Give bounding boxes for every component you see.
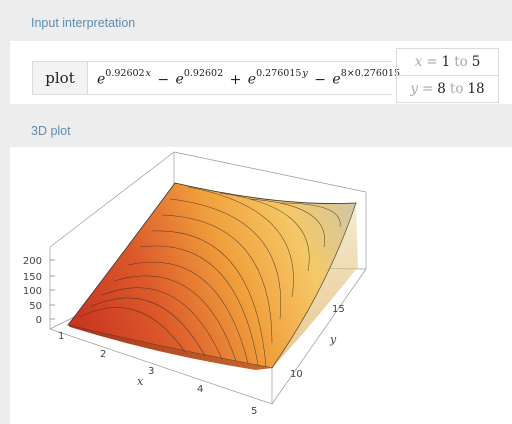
x-range-var: x [414, 54, 423, 70]
y-range-to-word: to [449, 81, 464, 97]
bounding-box-front [49, 268, 367, 405]
x-tick-1: 1 [58, 331, 64, 342]
y-range-from: 8 [437, 81, 446, 97]
surface-front-wall [68, 325, 272, 370]
x-tick-5: 5 [251, 406, 257, 417]
3d-plot-graphic: 200 150 100 50 0 1 2 3 4 5 x 15 10 [23, 151, 367, 417]
formula-exp-4: 8×0.276015 [340, 68, 401, 79]
x-tick-2: 2 [100, 349, 106, 360]
x-range-eq: = [426, 54, 438, 70]
x-axis-label: x [137, 375, 144, 388]
z-tick-150: 150 [23, 272, 42, 283]
formula-base-1: e [97, 71, 106, 88]
x-tick-4: 4 [197, 384, 203, 395]
surface-top [67, 182, 357, 369]
plot-command-label: plot [32, 61, 88, 95]
y-range-var: y [410, 81, 418, 97]
z-tick-0: 0 [36, 315, 42, 326]
3d-plot-title: 3D plot [31, 124, 71, 138]
z-axis: 200 150 100 50 0 [23, 256, 55, 326]
y-axis: 15 10 y [290, 304, 345, 380]
z-tick-100: 100 [23, 286, 42, 297]
y-range: y = 8 to 18 [396, 75, 499, 103]
x-range-from: 1 [441, 54, 451, 70]
x-axis: 1 2 3 4 5 x [58, 331, 257, 417]
y-tick-10: 10 [290, 369, 303, 380]
x-range: x = 1 to 5 [396, 48, 499, 76]
formula-var-y: y [302, 68, 308, 79]
y-axis-label: y [329, 333, 337, 346]
x-range-to-word: to [454, 54, 468, 70]
formula-minus-1: − [157, 71, 170, 88]
y-range-eq: = [421, 81, 434, 97]
x-tick-3: 3 [148, 366, 154, 377]
formula-exp-1: 0.92602 [105, 68, 145, 79]
z-tick-200: 200 [23, 256, 42, 267]
formula-base-3: e [247, 71, 257, 88]
formula-plus: + [229, 71, 242, 88]
formula-minus-2: − [314, 71, 326, 88]
x-range-to: 5 [471, 54, 481, 70]
surface-contours [79, 186, 341, 368]
input-interpretation-pod: plot e0.92602 x − e0.92602 + e0.276015 y… [10, 41, 512, 104]
input-interpretation-title: Input interpretation [31, 16, 136, 30]
formula-base-2: e [175, 71, 184, 88]
formula-var-x: x [145, 68, 151, 79]
y-tick-15: 15 [332, 304, 345, 315]
y-range-to: 18 [467, 81, 485, 97]
formula-exp-3: 0.276015 [256, 68, 302, 79]
formula-base-4: e [332, 71, 341, 88]
z-tick-50: 50 [29, 301, 42, 312]
3d-plot-pod: 200 150 100 50 0 1 2 3 4 5 x 15 10 [10, 147, 512, 424]
surface-right-wall [272, 203, 358, 368]
formula-display: e0.92602 x − e0.92602 + e0.276015 y − e8… [88, 61, 400, 95]
formula-exp-2: 0.92602 [183, 68, 224, 79]
